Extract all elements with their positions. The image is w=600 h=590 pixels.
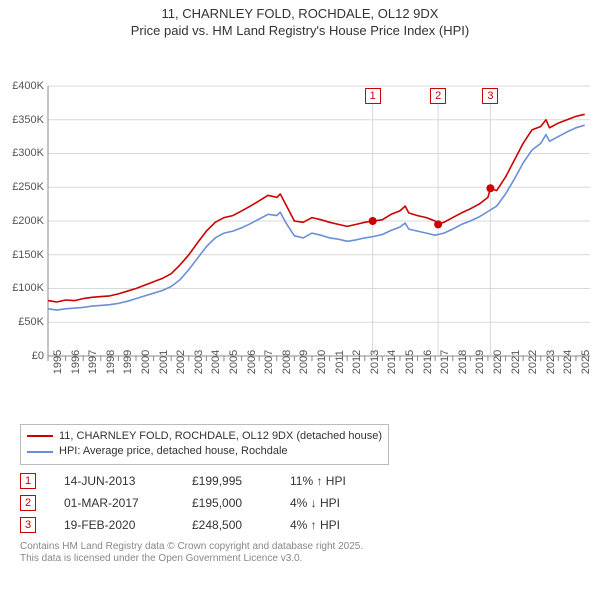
y-tick-label: £0 bbox=[0, 350, 44, 362]
sale-row: 2 01-MAR-2017 £195,000 4% ↓ HPI bbox=[20, 495, 588, 511]
x-tick-label: 2009 bbox=[298, 350, 310, 374]
x-tick-label: 2010 bbox=[316, 350, 328, 374]
x-tick-label: 2003 bbox=[193, 350, 205, 374]
x-tick-label: 2007 bbox=[263, 350, 275, 374]
sales-table: 1 14-JUN-2013 £199,995 11% ↑ HPI 2 01-MAR-201… bbox=[20, 473, 588, 533]
footer-note: Contains HM Land Registry data © Crown c… bbox=[20, 541, 588, 566]
y-tick-label: £300K bbox=[0, 147, 44, 159]
x-tick-label: 2008 bbox=[281, 350, 293, 374]
x-tick-label: 2022 bbox=[527, 350, 539, 374]
legend-swatch bbox=[27, 451, 53, 453]
x-tick-label: 2000 bbox=[140, 350, 152, 374]
sale-marker-ref: 1 bbox=[20, 473, 36, 489]
x-tick-label: 1999 bbox=[122, 350, 134, 374]
legend-item: 11, CHARNLEY FOLD, ROCHDALE, OL12 9DX (d… bbox=[27, 429, 382, 444]
x-tick-label: 2021 bbox=[510, 350, 522, 374]
x-tick-label: 2001 bbox=[158, 350, 170, 374]
sale-marker-3: 3 bbox=[482, 88, 498, 104]
sale-date: 01-MAR-2017 bbox=[64, 496, 164, 510]
x-tick-label: 2023 bbox=[545, 350, 557, 374]
sale-row: 3 19-FEB-2020 £248,500 4% ↑ HPI bbox=[20, 517, 588, 533]
sale-hpi-delta: 4% ↓ HPI bbox=[290, 496, 380, 510]
x-tick-label: 2015 bbox=[404, 350, 416, 374]
chart-title-block: 11, CHARNLEY FOLD, ROCHDALE, OL12 9DX Pr… bbox=[0, 0, 600, 40]
sale-price: £195,000 bbox=[192, 496, 262, 510]
sale-price: £248,500 bbox=[192, 518, 262, 532]
legend-box: 11, CHARNLEY FOLD, ROCHDALE, OL12 9DX (d… bbox=[20, 424, 389, 465]
x-tick-label: 2014 bbox=[386, 350, 398, 374]
x-tick-label: 1997 bbox=[87, 350, 99, 374]
sale-date: 19-FEB-2020 bbox=[64, 518, 164, 532]
sale-hpi-delta: 4% ↑ HPI bbox=[290, 518, 380, 532]
sale-price: £199,995 bbox=[192, 474, 262, 488]
y-tick-label: £250K bbox=[0, 181, 44, 193]
sale-marker-ref: 2 bbox=[20, 495, 36, 511]
x-tick-label: 1995 bbox=[52, 350, 64, 374]
title-line1: 11, CHARNLEY FOLD, ROCHDALE, OL12 9DX bbox=[0, 6, 600, 23]
x-tick-label: 2004 bbox=[210, 350, 222, 374]
y-tick-label: £350K bbox=[0, 114, 44, 126]
x-tick-label: 2016 bbox=[422, 350, 434, 374]
sale-hpi-delta: 11% ↑ HPI bbox=[290, 474, 380, 488]
y-tick-label: £150K bbox=[0, 249, 44, 261]
legend-item: HPI: Average price, detached house, Roch… bbox=[27, 444, 382, 459]
footer-line1: Contains HM Land Registry data © Crown c… bbox=[20, 541, 588, 554]
legend-label: 11, CHARNLEY FOLD, ROCHDALE, OL12 9DX (d… bbox=[59, 429, 382, 444]
x-tick-label: 2025 bbox=[580, 350, 592, 374]
x-tick-label: 2018 bbox=[457, 350, 469, 374]
title-line2: Price paid vs. HM Land Registry's House … bbox=[0, 23, 600, 40]
x-tick-label: 2017 bbox=[439, 350, 451, 374]
x-tick-label: 2002 bbox=[175, 350, 187, 374]
x-tick-label: 1998 bbox=[105, 350, 117, 374]
y-tick-label: £100K bbox=[0, 282, 44, 294]
sale-marker-ref: 3 bbox=[20, 517, 36, 533]
x-tick-label: 2011 bbox=[334, 350, 346, 374]
chart-area: £0 £50K £100K £150K £200K £250K £300K £350K £400… bbox=[0, 40, 600, 420]
x-tick-label: 2019 bbox=[474, 350, 486, 374]
legend-label: HPI: Average price, detached house, Roch… bbox=[59, 444, 288, 459]
legend-swatch bbox=[27, 435, 53, 437]
x-tick-label: 2024 bbox=[562, 350, 574, 374]
sale-row: 1 14-JUN-2013 £199,995 11% ↑ HPI bbox=[20, 473, 588, 489]
x-tick-label: 2005 bbox=[228, 350, 240, 374]
footer-line2: This data is licensed under the Open Gov… bbox=[20, 553, 588, 566]
x-tick-label: 2006 bbox=[246, 350, 258, 374]
x-tick-label: 2012 bbox=[351, 350, 363, 374]
x-tick-label: 2020 bbox=[492, 350, 504, 374]
sale-marker-2: 2 bbox=[430, 88, 446, 104]
x-tick-label: 1996 bbox=[70, 350, 82, 374]
x-tick-label: 2013 bbox=[369, 350, 381, 374]
y-tick-label: £50K bbox=[0, 316, 44, 328]
y-tick-label: £400K bbox=[0, 80, 44, 92]
y-tick-label: £200K bbox=[0, 215, 44, 227]
sale-date: 14-JUN-2013 bbox=[64, 474, 164, 488]
sale-marker-1: 1 bbox=[365, 88, 381, 104]
